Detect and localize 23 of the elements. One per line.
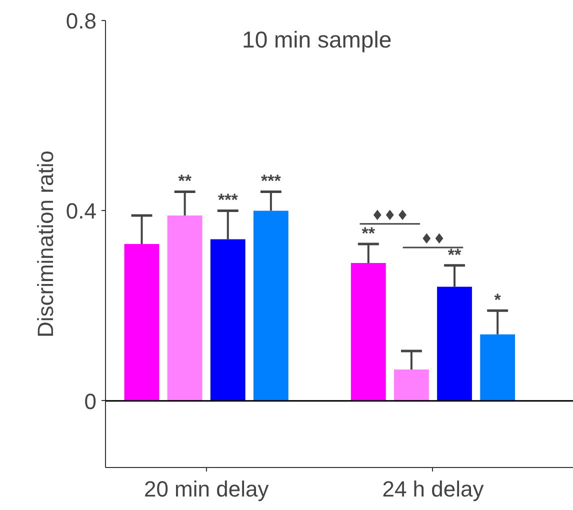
bar [480,334,516,401]
y-tick-label: 0.8 [66,8,97,34]
bar [124,244,160,401]
chart-title: 10 min sample [242,26,392,52]
data-label: ** [178,172,192,191]
bar [394,370,429,401]
bar [350,263,386,401]
bar [437,286,472,401]
annotation: ♦♦♦ [371,208,409,224]
data-label: ** [448,245,462,264]
annotation: ♦♦ [420,232,446,248]
x-tick-label: 20 min delay [144,476,269,502]
data-label: * [494,290,502,310]
bar [253,210,288,401]
x-tick-label: 24 h delay [382,476,484,502]
data-label: *** [218,190,238,210]
bar [210,239,246,401]
bar [167,215,202,401]
y-tick-label: 0 [84,388,97,414]
data-label: ** [362,224,376,243]
y-tick-label: 0.4 [66,198,97,224]
data-label: *** [261,172,282,191]
y-axis-title: Discrimination ratio [32,150,58,338]
